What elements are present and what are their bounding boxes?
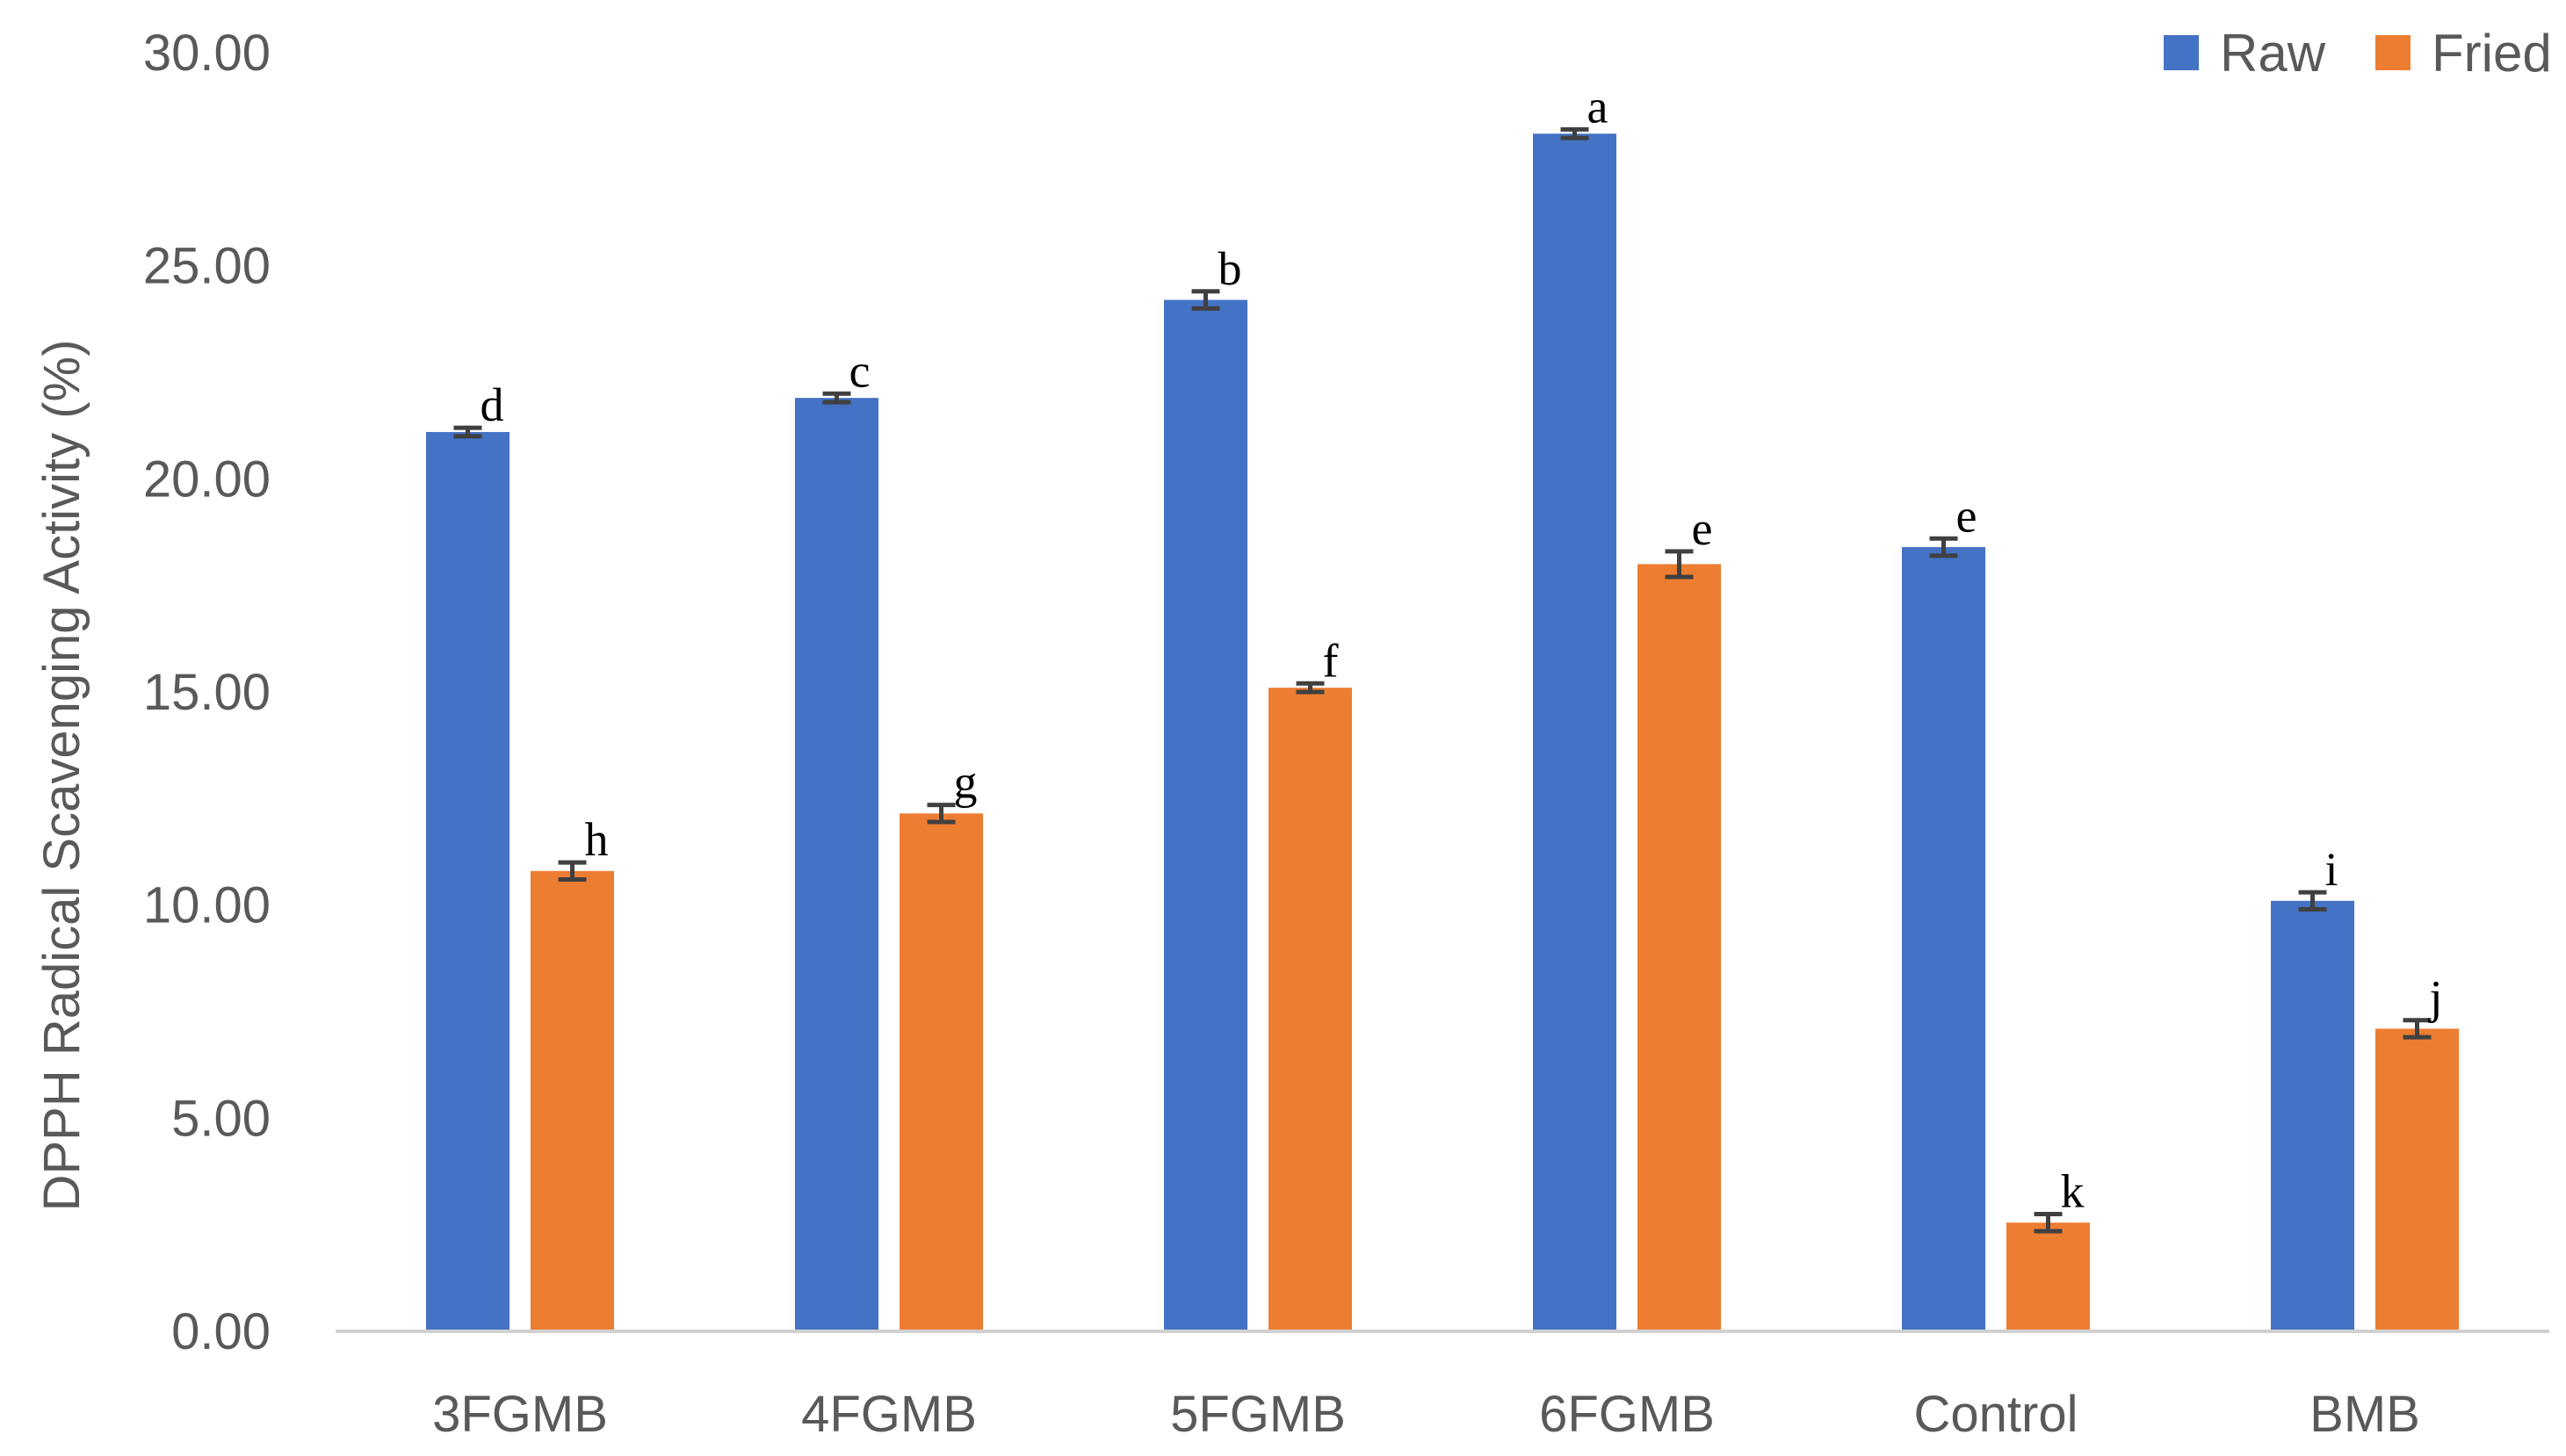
bar-fried-bmb [2375, 1028, 2459, 1331]
x-tick-label: Control [1914, 1386, 2078, 1443]
legend-swatch-raw [2164, 35, 2199, 70]
bar-raw-6fgmb [1533, 133, 1616, 1331]
bar-raw-3fgmb [426, 431, 510, 1331]
bar-raw-control [1902, 546, 1985, 1331]
y-tick-label: 15.00 [143, 664, 271, 721]
y-tick-label: 30.00 [143, 25, 271, 82]
significance-label: f [1323, 634, 1339, 687]
x-tick-label: BMB [2309, 1386, 2420, 1443]
bar-fried-6fgmb [1637, 564, 1721, 1331]
significance-label: h [585, 813, 609, 866]
bar-raw-4fgmb [795, 398, 878, 1331]
significance-label: d [481, 378, 504, 431]
bar-raw-bmb [2271, 900, 2354, 1331]
legend-label-fried: Fried [2432, 24, 2552, 83]
significance-label: g [954, 756, 978, 809]
y-axis-title: DPPH Radical Scavenging Activity (%) [33, 340, 90, 1212]
x-tick-label: 5FGMB [1170, 1386, 1346, 1443]
significance-label: a [1587, 80, 1608, 133]
bar-fried-4fgmb [900, 813, 983, 1331]
legend-swatch-fried [2375, 35, 2411, 70]
legend-label-raw: Raw [2220, 24, 2326, 83]
x-tick-label: 3FGMB [432, 1386, 608, 1443]
y-tick-label: 5.00 [171, 1090, 271, 1147]
bar-fried-5fgmb [1269, 688, 1352, 1331]
y-tick-label: 25.00 [143, 238, 271, 295]
bar-fried-control [2006, 1222, 2090, 1331]
y-tick-label: 0.00 [171, 1303, 271, 1360]
y-tick-label: 20.00 [143, 450, 271, 508]
x-tick-label: 6FGMB [1539, 1386, 1715, 1443]
significance-label: b [1218, 242, 1242, 295]
bar-fried-3fgmb [531, 870, 614, 1331]
significance-label: i [2325, 843, 2338, 896]
significance-label: k [2061, 1165, 2085, 1218]
significance-label: e [1692, 502, 1713, 555]
x-tick-label: 4FGMB [801, 1386, 977, 1443]
bar-raw-5fgmb [1164, 299, 1247, 1331]
significance-label: j [2428, 971, 2443, 1024]
y-tick-label: 10.00 [143, 877, 271, 934]
significance-label: e [1956, 489, 1977, 542]
significance-label: c [849, 344, 871, 397]
